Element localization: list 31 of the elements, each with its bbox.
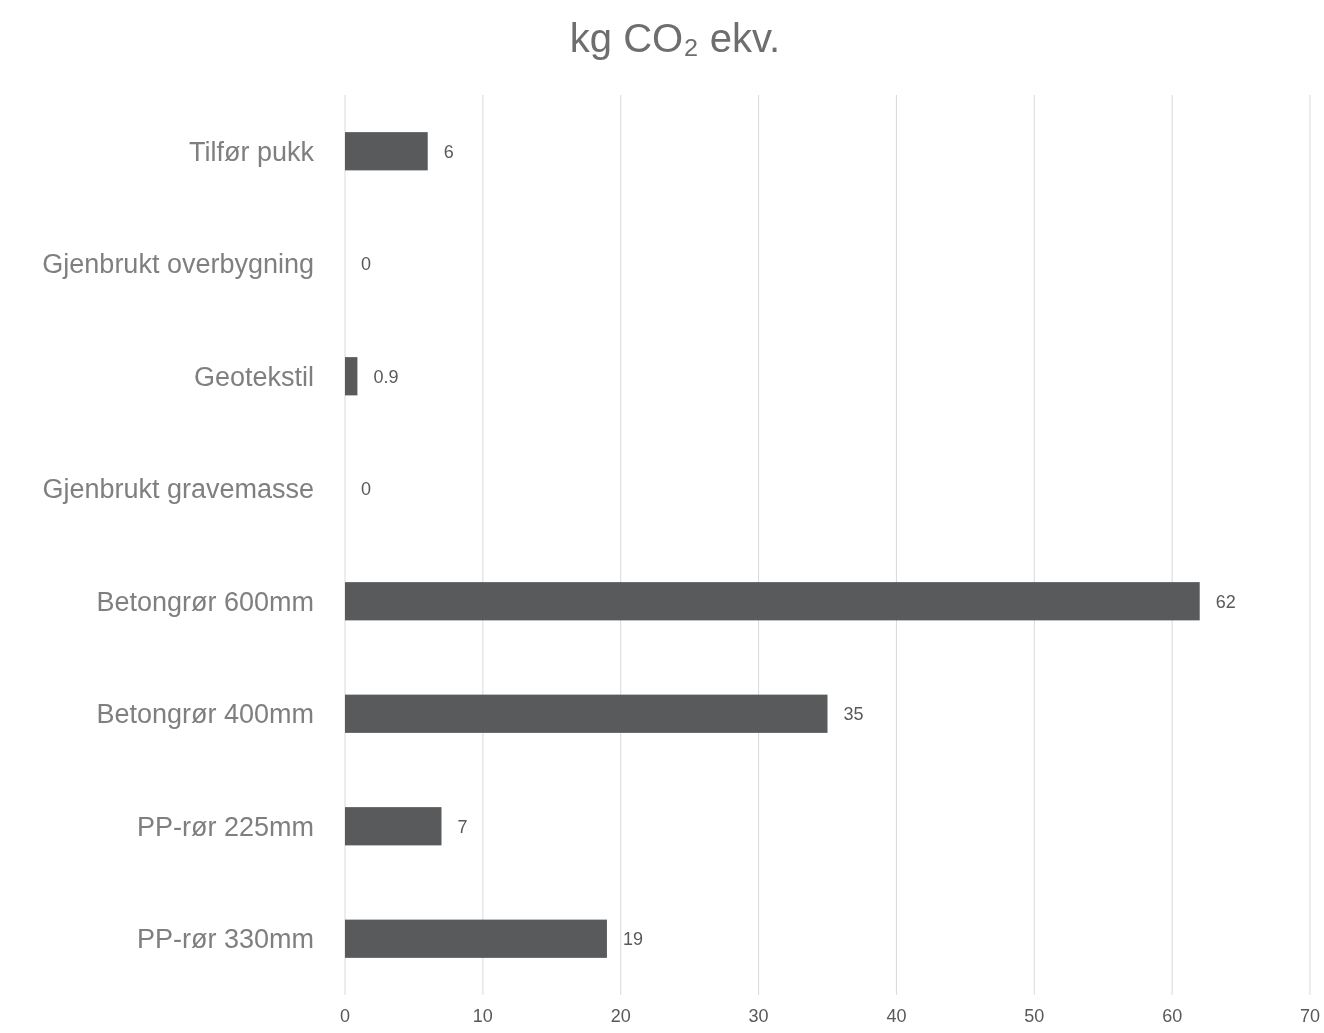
x-tick-label: 20 [610,1006,631,1026]
y-tick-label: Tilfør pukk [188,136,315,167]
data-label: 35 [843,704,864,725]
bar [345,357,358,396]
y-tick-label: PP-rør 330mm [136,924,314,955]
y-tick-label: Gjenbrukt gravemasse [42,474,314,505]
x-tick-label: 70 [1299,1006,1321,1026]
bar [345,919,607,958]
x-tick-label: 30 [748,1006,769,1026]
bar [345,132,428,171]
x-tick-label: 40 [886,1006,907,1026]
x-tick-label: 60 [1162,1006,1183,1026]
x-tick-label: 0 [339,1006,351,1026]
data-label: 0 [361,479,372,500]
y-tick-label: Gjenbrukt overbygning [42,249,314,280]
y-tick-label: Geotekstil [193,361,314,392]
y-tick-label: Betongrør 400mm [96,699,314,730]
data-label: 7 [457,816,468,837]
y-tick-label: Betongrør 600mm [96,586,314,617]
data-label: 0.9 [373,366,399,387]
bar [345,694,828,733]
bar [345,582,1200,621]
data-label: 19 [622,929,643,950]
data-label: 0 [361,254,372,275]
x-tick-label: 10 [472,1006,493,1026]
data-label: 62 [1215,591,1236,612]
chart-title: kg CO₂ ekv. [569,16,781,60]
bar [345,807,442,846]
data-label: 6 [443,141,454,162]
y-tick-label: PP-rør 225mm [136,811,314,842]
x-tick-label: 50 [1024,1006,1045,1026]
